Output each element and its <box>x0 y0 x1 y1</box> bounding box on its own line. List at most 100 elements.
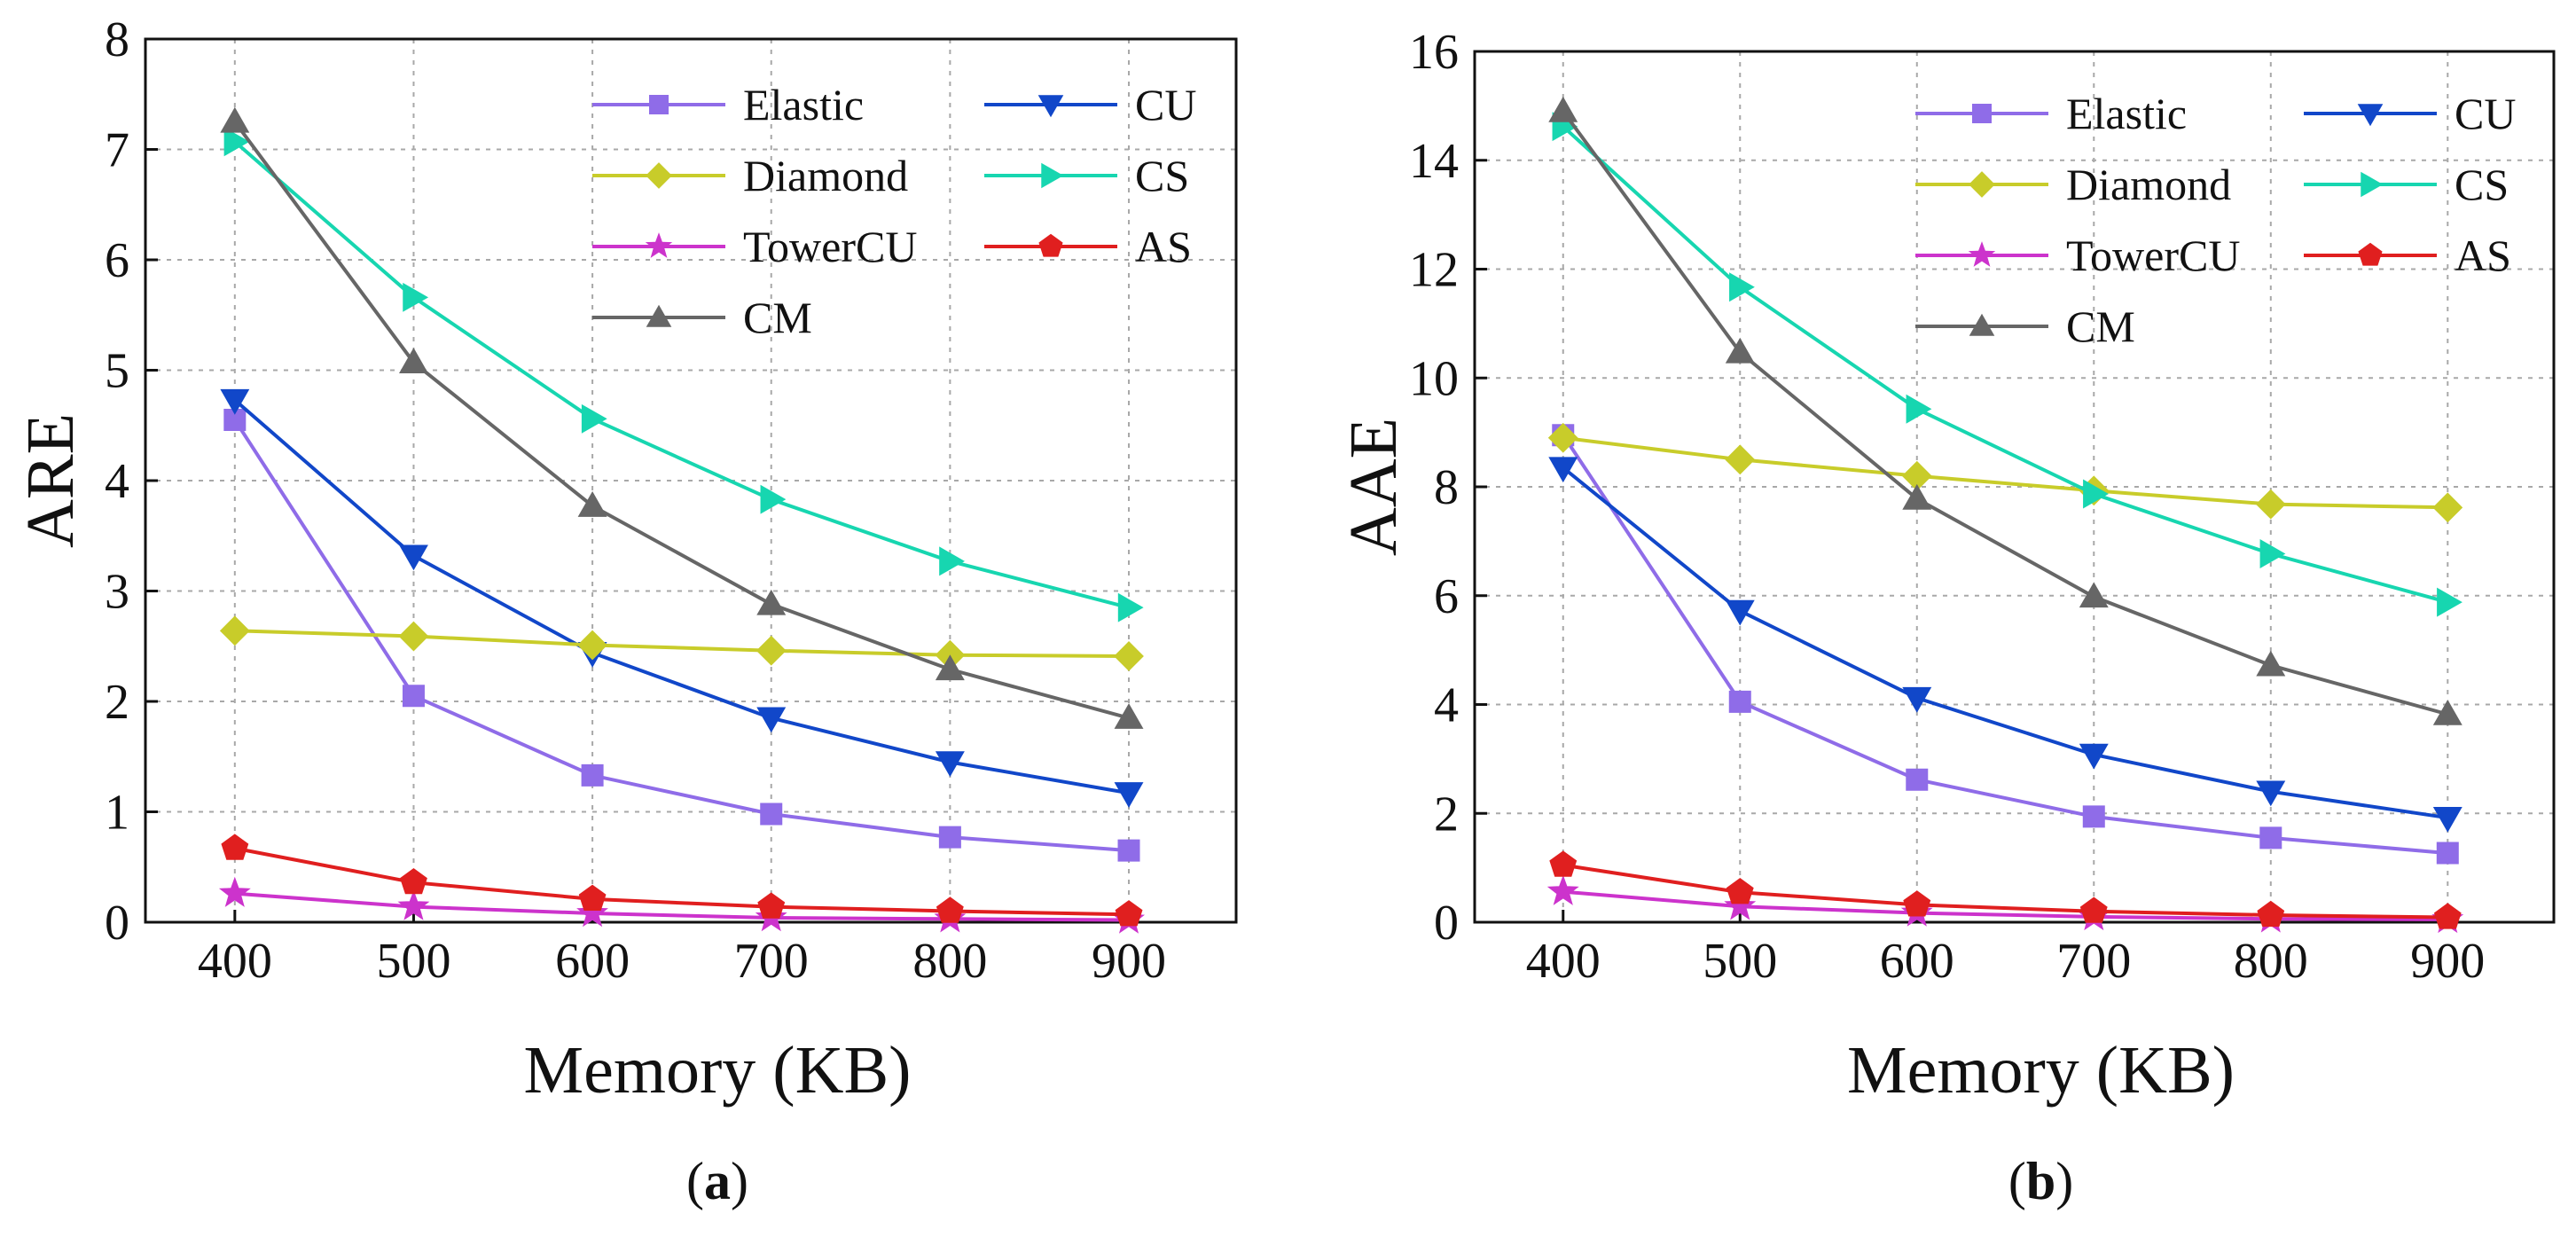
y-tick-label: 12 <box>1409 243 1459 298</box>
series-line-elastic <box>1562 434 2448 856</box>
legend-entry-towercu: TowerCU <box>592 222 917 271</box>
legend-swatch-marker <box>1041 162 1064 189</box>
data-point-cm <box>398 348 428 373</box>
data-point-diamond <box>2255 489 2286 520</box>
x-axis-title: Memory (KB) <box>1847 1033 2235 1108</box>
data-point-cs <box>223 127 250 157</box>
series-line-cm <box>233 121 1130 720</box>
x-tick-label: 800 <box>912 934 987 989</box>
data-point-cs <box>581 403 607 434</box>
legend: Elastic CU Diamond CS TowerCU AS CM <box>592 80 1196 342</box>
data-point-elastic <box>760 802 783 826</box>
series-line-as <box>234 846 1130 917</box>
y-tick-label: 8 <box>105 12 129 67</box>
x-tick-label: 900 <box>1092 934 1166 989</box>
data-point-as <box>1549 850 1578 877</box>
data-point-cu <box>756 707 787 733</box>
data-point-diamond <box>1114 641 1144 671</box>
legend-label: CS <box>2455 160 2509 209</box>
data-point-cu <box>1725 599 1755 626</box>
legend-swatch-marker <box>645 232 673 258</box>
legend-swatch-marker <box>2357 104 2384 127</box>
legend-entry-cu: CU <box>984 80 1196 129</box>
x-tick-label: 700 <box>2056 934 2131 989</box>
legend-entry-elastic: Elastic <box>1915 89 2187 138</box>
data-point-cm <box>1725 337 1755 364</box>
legend-entry-cm: CM <box>1915 301 2135 351</box>
y-tick-label: 0 <box>105 896 129 951</box>
series-cm <box>220 106 1144 729</box>
data-point-cm <box>756 589 787 615</box>
y-tick-label: 6 <box>1434 569 1459 624</box>
data-point-as <box>2257 900 2285 928</box>
data-point-cu <box>935 751 965 778</box>
series-line-cu <box>233 398 1130 795</box>
y-tick-label: 14 <box>1409 134 1459 189</box>
legend-swatch-marker <box>2361 171 2384 198</box>
x-tick-label: 400 <box>198 934 272 989</box>
legend-label: TowerCU <box>2066 231 2240 280</box>
data-point-diamond <box>219 615 250 646</box>
chart-panel-a: 400 500 600 700 800 900 0 1 2 3 4 5 6 7 8 Memory (KB) AR… <box>13 12 1238 1210</box>
data-point-cu <box>2432 806 2462 833</box>
series-line-cs <box>233 140 1130 610</box>
chart-panel-b: 400 500 600 700 800 900 0 2 4 6 8 10 12 14 16 Memory (K… <box>1336 25 2556 1210</box>
legend-label: Elastic <box>743 80 864 129</box>
legend-label: CU <box>2455 89 2516 138</box>
legend-label: CM <box>743 293 812 342</box>
data-point-towercu <box>576 896 608 928</box>
legend-label: TowerCU <box>743 222 917 271</box>
series-line-diamond <box>234 629 1130 658</box>
x-axis-title: Memory (KB) <box>524 1033 912 1108</box>
data-point-cs <box>2437 587 2462 617</box>
data-point-as <box>2079 896 2108 923</box>
series-cu <box>1548 457 2462 833</box>
data-point-cu <box>1548 457 1578 483</box>
legend-label: Diamond <box>743 151 908 200</box>
data-point-cs <box>403 282 429 312</box>
legend-label: Elastic <box>2066 89 2187 138</box>
data-point-elastic <box>581 763 604 787</box>
data-point-diamond <box>398 621 429 652</box>
x-tick-label: 500 <box>376 934 450 989</box>
data-point-towercu <box>1546 874 1579 905</box>
data-point-diamond <box>1725 444 1756 475</box>
x-tick-label: 700 <box>734 934 809 989</box>
data-point-diamond <box>2432 492 2463 523</box>
legend-entry-as: AS <box>984 222 1192 271</box>
legend-swatch-marker <box>646 304 672 327</box>
data-point-cm <box>1548 96 1578 122</box>
data-point-cs <box>2259 539 2286 568</box>
x-tick-label: 600 <box>555 934 630 989</box>
legend-swatch-marker <box>1969 313 1995 336</box>
legend-swatch-marker <box>1038 233 1063 257</box>
y-tick-label: 3 <box>105 565 129 620</box>
series-line-cm <box>1562 110 2448 716</box>
series-as <box>1549 850 2462 929</box>
panel-label: (a) <box>686 1152 748 1210</box>
y-tick-label: 4 <box>105 454 129 509</box>
legend-label: Diamond <box>2066 160 2231 209</box>
x-tick-label: 400 <box>1526 934 1601 989</box>
legend-entry-diamond: Diamond <box>1915 160 2231 209</box>
x-tick-label: 600 <box>1880 934 1954 989</box>
plot-area <box>1475 51 2554 922</box>
y-tick-label: 4 <box>1434 678 1459 733</box>
data-point-as <box>400 867 427 895</box>
legend-entry-cu: CU <box>2304 89 2516 138</box>
series-line-diamond <box>1562 435 2448 510</box>
data-point-cu <box>2079 743 2109 770</box>
legend-swatch-marker <box>2358 242 2383 266</box>
x-tick-label: 500 <box>1703 934 1777 989</box>
data-point-elastic <box>2436 842 2459 865</box>
y-axis-title: ARE <box>13 413 88 548</box>
legend-swatch-marker <box>1037 95 1064 118</box>
legend-entry-as: AS <box>2304 231 2511 280</box>
data-point-as <box>578 884 607 911</box>
x-tick-label: 900 <box>2410 934 2485 989</box>
x-tick-label: 800 <box>2234 934 2308 989</box>
data-point-cm <box>2432 699 2462 725</box>
legend-entry-diamond: Diamond <box>592 151 908 200</box>
data-point-cu <box>1114 782 1144 808</box>
